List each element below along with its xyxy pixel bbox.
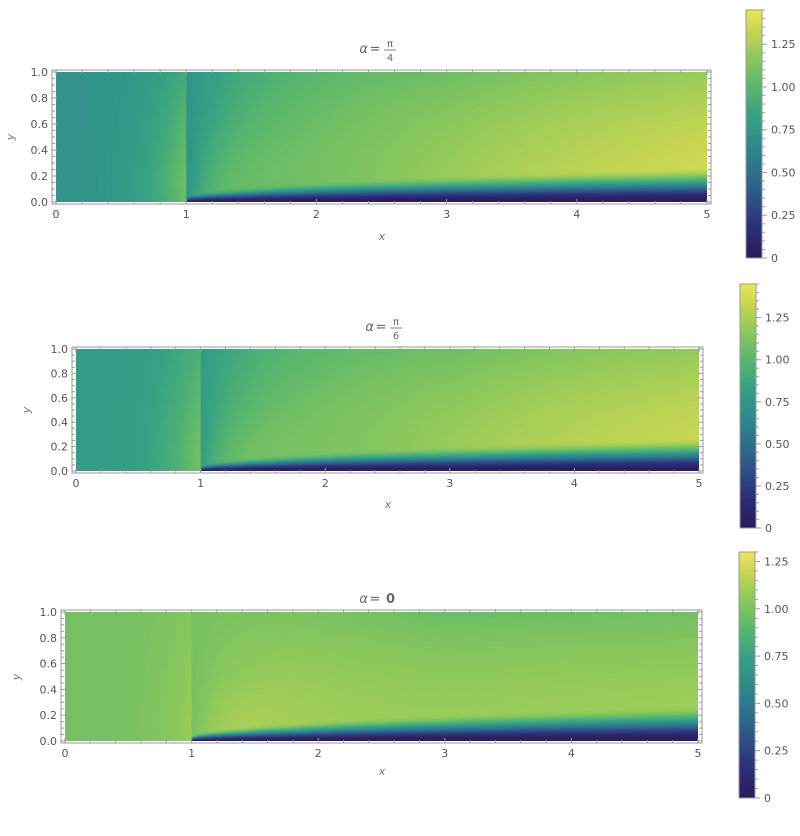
x-tick-label: 2 (315, 747, 322, 760)
y-tick-label: 0.4 (40, 683, 58, 696)
x-tick-label: 1 (197, 477, 204, 490)
x-axis-label: x (378, 765, 386, 778)
title-alpha: α (359, 42, 368, 57)
colorbar-tick-label: 1.25 (764, 555, 789, 568)
y-tick-label: 0.2 (51, 441, 69, 454)
x-tick-label: 0 (53, 208, 60, 221)
y-tick-label: 1.0 (51, 343, 69, 356)
colorbar-gradient (740, 284, 756, 528)
y-axis-label: y (10, 673, 23, 681)
x-axis-label: x (378, 230, 386, 243)
x-tick-label: 3 (443, 208, 450, 221)
y-tick-label: 0.4 (51, 416, 69, 429)
heatmap-field-3 (65, 612, 698, 741)
x-tick-label: 5 (695, 747, 702, 760)
y-tick-label: 0.6 (40, 658, 58, 671)
title-denominator: 4 (387, 53, 393, 64)
colorbar-tick-label: 1.25 (765, 312, 790, 325)
x-tick-label: 0 (62, 747, 69, 760)
x-tick-label: 5 (696, 477, 703, 490)
chart-title: α = 0 (359, 592, 395, 607)
y-tick-label: 0.4 (31, 144, 49, 157)
title-numerator: π (387, 39, 393, 50)
y-tick-label: 0.0 (51, 465, 69, 478)
y-tick-label: 0.8 (31, 92, 49, 105)
colorbar-tick-label: 0 (764, 792, 771, 805)
y-tick-label: 0.8 (40, 632, 58, 645)
colorbar-tick-label: 0.75 (764, 650, 789, 663)
title-alpha: α (359, 592, 368, 607)
title-equals: = (376, 320, 387, 335)
x-tick-label: 2 (322, 477, 329, 490)
chart-title: α = π 6 (365, 317, 402, 342)
title-alpha: α (365, 320, 374, 335)
heatmap-panel-2: 0 1 2 3 4 5 0.0 0.2 0.4 0.6 0.8 1.0 x y α = π 6 0 0.25 0.50 0… (20, 283, 790, 535)
x-tick-label: 5 (704, 208, 711, 221)
colorbar-tick-label: 1.00 (771, 81, 796, 94)
colorbar-tick-label: 0.50 (764, 697, 789, 710)
y-tick-label: 1.0 (40, 606, 58, 619)
colorbar-gradient (746, 10, 762, 258)
heatmap-panel-1: 0 1 2 3 4 5 0.0 0.2 0.4 0.6 0.8 1.0 x y α = π 4 0 0.25 0.50 0… (4, 9, 796, 265)
y-tick-label: 0.2 (40, 709, 58, 722)
title-value: 0 (386, 592, 395, 607)
x-tick-label: 2 (313, 208, 320, 221)
colorbar-frame (745, 9, 763, 259)
title-equals: = (370, 592, 381, 607)
x-tick-label: 1 (183, 208, 190, 221)
colorbar-tick-label: 1.00 (765, 354, 790, 367)
x-tick-label: 1 (188, 747, 195, 760)
colorbar-frame (739, 283, 757, 529)
x-tick-label: 4 (573, 208, 580, 221)
x-tick-label: 3 (441, 747, 448, 760)
colorbar-tick-label: 0.75 (765, 396, 790, 409)
heatmap-field-1 (56, 72, 707, 202)
title-equals: = (370, 42, 381, 57)
colorbar-tick-label: 1.00 (764, 603, 789, 616)
y-axis-label: y (4, 133, 17, 141)
chart-title: α = π 4 (359, 39, 396, 64)
y-tick-label: 1.0 (31, 66, 49, 79)
colorbar-tick-label: 1.25 (771, 38, 796, 51)
colorbar-tick-label: 0.50 (765, 438, 790, 451)
colorbar-tick-label: 0.25 (764, 745, 789, 758)
colorbar-tick-label: 0.25 (765, 480, 790, 493)
colorbar-tick-label: 0 (765, 522, 772, 535)
colorbar-tick-label: 0.75 (771, 124, 796, 137)
title-denominator: 6 (393, 331, 399, 342)
colorbar-tick-label: 0.50 (771, 166, 796, 179)
y-tick-label: 0.2 (31, 170, 49, 183)
y-tick-label: 0.0 (40, 735, 58, 748)
y-axis-label: y (20, 406, 33, 414)
x-axis-label: x (384, 498, 392, 511)
y-tick-label: 0.6 (31, 118, 49, 131)
x-tick-label: 3 (446, 477, 453, 490)
y-tick-label: 0.8 (51, 367, 69, 380)
title-numerator: π (393, 317, 399, 328)
colorbar-tick-label: 0 (771, 252, 778, 265)
x-tick-label: 0 (73, 477, 80, 490)
x-tick-label: 4 (571, 477, 578, 490)
colorbar-tick-label: 0.25 (771, 209, 796, 222)
y-tick-label: 0.6 (51, 392, 69, 405)
colorbar-gradient (739, 552, 755, 798)
y-tick-label: 0.0 (31, 196, 49, 209)
heatmap-field-2 (76, 349, 699, 471)
heatmap-panel-3: 0 1 2 3 4 5 0.0 0.2 0.4 0.6 0.8 1.0 x y α = 0 0 0.25 0.50 0.… (10, 551, 789, 805)
x-tick-label: 4 (568, 747, 575, 760)
